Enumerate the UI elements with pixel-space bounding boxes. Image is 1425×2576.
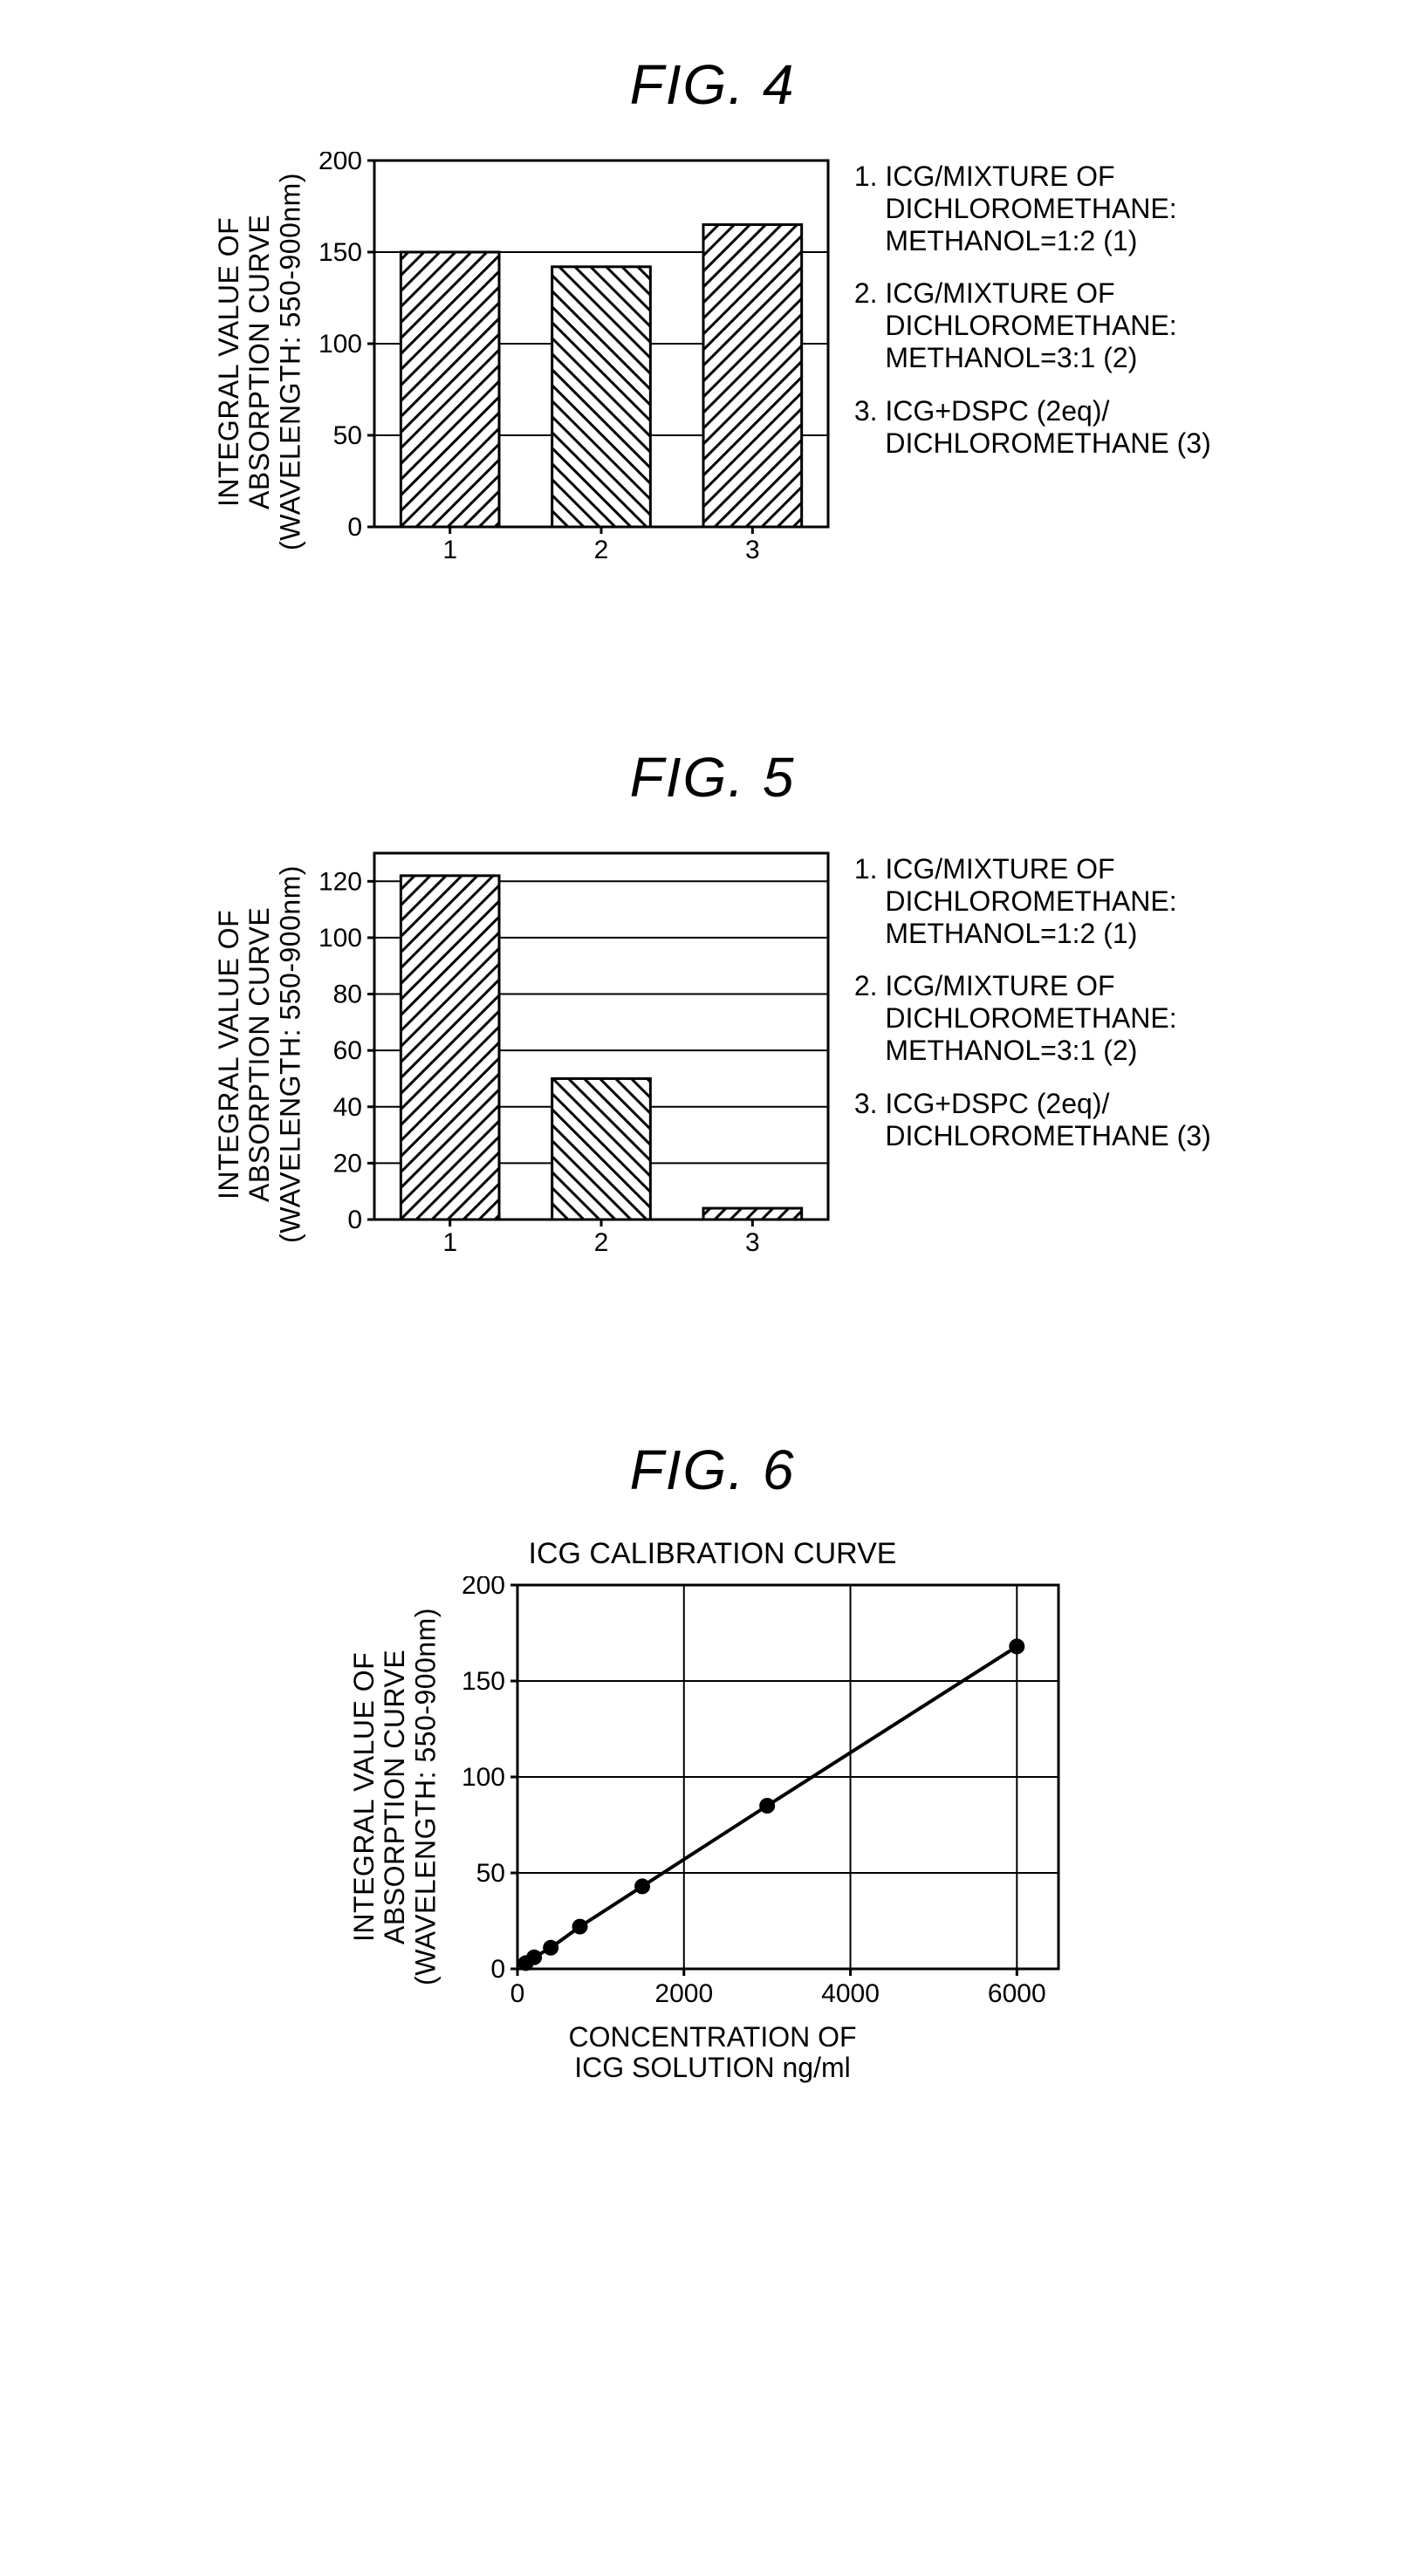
- ylabel-line: ABSORPTION CURVE: [243, 214, 275, 509]
- svg-text:2: 2: [593, 1228, 608, 1257]
- legend-item: 2. ICG/MIXTURE OF DICHLOROMETHANE: METHA…: [854, 277, 1211, 373]
- figure-4-legend: 1. ICG/MIXTURE OF DICHLOROMETHANE: METHA…: [854, 152, 1211, 480]
- ylabel-line: ABSORPTION CURVE: [379, 1649, 410, 1944]
- svg-text:0: 0: [491, 1955, 506, 1984]
- svg-text:200: 200: [462, 1576, 505, 1600]
- svg-text:100: 100: [462, 1763, 505, 1792]
- svg-text:4000: 4000: [821, 1979, 880, 2008]
- svg-text:100: 100: [319, 924, 362, 953]
- svg-text:3: 3: [745, 1228, 760, 1257]
- legend-item: 3. ICG+DSPC (2eq)/ DICHLOROMETHANE (3): [854, 1088, 1211, 1152]
- legend-item: 1. ICG/MIXTURE OF DICHLOROMETHANE: METHA…: [854, 161, 1211, 256]
- svg-text:50: 50: [332, 421, 361, 450]
- svg-text:6000: 6000: [988, 1979, 1046, 2008]
- svg-text:1: 1: [442, 1228, 457, 1257]
- svg-text:200: 200: [319, 152, 362, 175]
- svg-text:150: 150: [319, 238, 362, 267]
- figure-4-chart-wrap: INTEGRAL VALUE OF ABSORPTION CURVE (WAVE…: [214, 152, 837, 571]
- ylabel-line: INTEGRAL VALUE OF: [213, 216, 244, 506]
- ylabel-line: INTEGRAL VALUE OF: [348, 1651, 380, 1941]
- figure-5: FIG. 5 INTEGRAL VALUE OF ABSORPTION CURV…: [35, 745, 1390, 1263]
- svg-text:40: 40: [332, 1093, 361, 1122]
- svg-text:100: 100: [319, 330, 362, 359]
- legend-item: 3. ICG+DSPC (2eq)/ DICHLOROMETHANE (3): [854, 395, 1211, 460]
- figure-4-ylabel: INTEGRAL VALUE OF ABSORPTION CURVE (WAVE…: [214, 173, 306, 550]
- legend-item: 1. ICG/MIXTURE OF DICHLOROMETHANE: METHA…: [854, 853, 1211, 949]
- xlabel-line: ICG SOLUTION ng/ml: [574, 2052, 851, 2083]
- svg-text:20: 20: [332, 1149, 361, 1178]
- svg-text:50: 50: [476, 1859, 505, 1888]
- ylabel-line: (WAVELENGTH: 550-900nm): [275, 865, 306, 1243]
- figure-6-ylabel: INTEGRAL VALUE OF ABSORPTION CURVE (WAVE…: [349, 1608, 442, 1985]
- figure-4: FIG. 4 INTEGRAL VALUE OF ABSORPTION CURV…: [35, 52, 1390, 571]
- svg-text:0: 0: [347, 513, 362, 542]
- figure-6: FIG. 6 ICG CALIBRATION CURVE INTEGRAL VA…: [35, 1438, 1390, 2083]
- svg-text:3: 3: [745, 536, 760, 564]
- ylabel-line: INTEGRAL VALUE OF: [213, 909, 244, 1199]
- figure-5-svg: 0 20 40 60 80 100 120 1 2 3: [313, 844, 837, 1263]
- svg-text:1: 1: [442, 536, 457, 564]
- svg-text:0: 0: [510, 1979, 525, 2008]
- xlabel-line: CONCENTRATION OF: [568, 2021, 856, 2053]
- figure-5-legend: 1. ICG/MIXTURE OF DICHLOROMETHANE: METHA…: [854, 844, 1211, 1172]
- svg-text:120: 120: [319, 867, 362, 896]
- figure-6-chart-wrap: INTEGRAL VALUE OF ABSORPTION CURVE (WAVE…: [349, 1576, 1077, 2017]
- figure-6-title: FIG. 6: [630, 1438, 796, 1502]
- figure-6-chart-title: ICG CALIBRATION CURVE: [529, 1537, 897, 1571]
- figure-5-title: FIG. 5: [630, 745, 796, 810]
- svg-text:60: 60: [332, 1036, 361, 1065]
- svg-text:80: 80: [332, 981, 361, 1009]
- svg-text:150: 150: [462, 1667, 505, 1696]
- figure-5-chart-wrap: INTEGRAL VALUE OF ABSORPTION CURVE (WAVE…: [214, 844, 837, 1263]
- ylabel-line: (WAVELENGTH: 550-900nm): [409, 1608, 441, 1985]
- figure-4-svg: 0 50 100 150 200 1 2 3: [313, 152, 837, 571]
- figure-4-row: INTEGRAL VALUE OF ABSORPTION CURVE (WAVE…: [214, 152, 1210, 571]
- figure-5-row: INTEGRAL VALUE OF ABSORPTION CURVE (WAVE…: [214, 844, 1210, 1263]
- ylabel-line: ABSORPTION CURVE: [243, 906, 275, 1201]
- figure-6-column: ICG CALIBRATION CURVE INTEGRAL VALUE OF …: [349, 1537, 1077, 2083]
- figure-6-svg: 0501001502000200040006000: [448, 1576, 1076, 2017]
- svg-text:0: 0: [347, 1206, 362, 1234]
- legend-item: 2. ICG/MIXTURE OF DICHLOROMETHANE: METHA…: [854, 970, 1211, 1066]
- svg-text:2: 2: [593, 536, 608, 564]
- figure-6-xlabel: CONCENTRATION OF ICG SOLUTION ng/ml: [568, 2022, 856, 2083]
- figure-5-ylabel: INTEGRAL VALUE OF ABSORPTION CURVE (WAVE…: [214, 865, 306, 1243]
- figure-4-title: FIG. 4: [630, 52, 796, 117]
- ylabel-line: (WAVELENGTH: 550-900nm): [275, 173, 306, 550]
- svg-text:2000: 2000: [655, 1979, 714, 2008]
